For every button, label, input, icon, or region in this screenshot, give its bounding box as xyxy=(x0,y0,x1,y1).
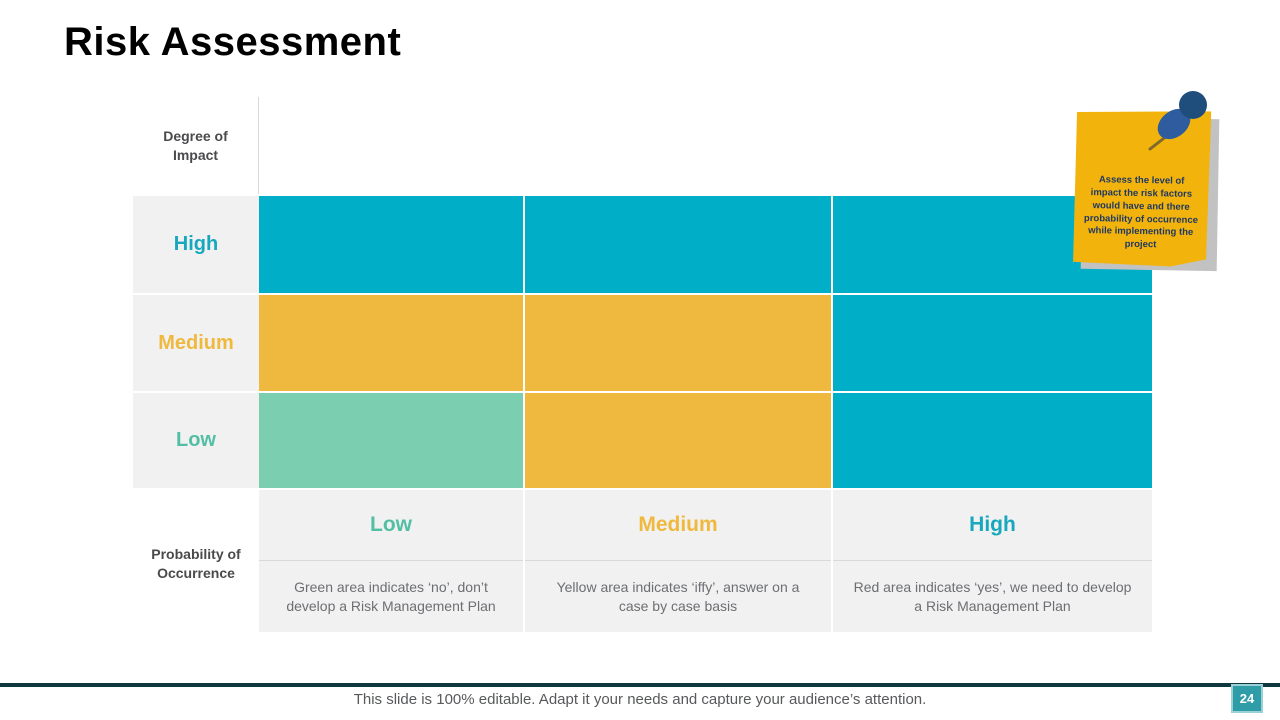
probability-axis-label: Probability of Occurrence xyxy=(133,528,259,600)
matrix-cell-low-medium xyxy=(525,393,831,488)
footer-divider xyxy=(0,683,1280,687)
sticky-note-text: Assess the level of impact the risk fact… xyxy=(1083,174,1199,251)
matrix-cell-medium-medium xyxy=(525,295,831,391)
row-label-high: High xyxy=(133,196,259,293)
matrix-cell-high-low xyxy=(259,196,523,293)
page-number-badge: 24 xyxy=(1231,684,1263,713)
matrix-cell-medium-high xyxy=(833,295,1152,391)
column-description-high: Red area indicates ‘yes’, we need to dev… xyxy=(833,560,1152,632)
matrix-cell-low-low xyxy=(259,393,523,488)
matrix-cell-high-medium xyxy=(525,196,831,293)
footer-text: This slide is 100% editable. Adapt it yo… xyxy=(353,691,927,708)
column-description-low: Green area indicates ‘no’, don’t develop… xyxy=(259,560,523,632)
row-label-low: Low xyxy=(133,393,259,488)
column-header-low: Low xyxy=(259,490,523,560)
slide-title: Risk Assessment xyxy=(64,20,402,64)
column-description-medium: Yellow area indicates ‘iffy’, answer on … xyxy=(525,560,831,632)
push-pin-icon xyxy=(1148,91,1207,151)
impact-axis-label: Degree of Impact xyxy=(133,97,259,194)
column-header-high: High xyxy=(833,490,1152,560)
matrix-cell-medium-low xyxy=(259,295,523,391)
column-header-medium: Medium xyxy=(525,490,831,560)
matrix-cell-low-high xyxy=(833,393,1152,488)
row-label-medium: Medium xyxy=(133,295,259,391)
